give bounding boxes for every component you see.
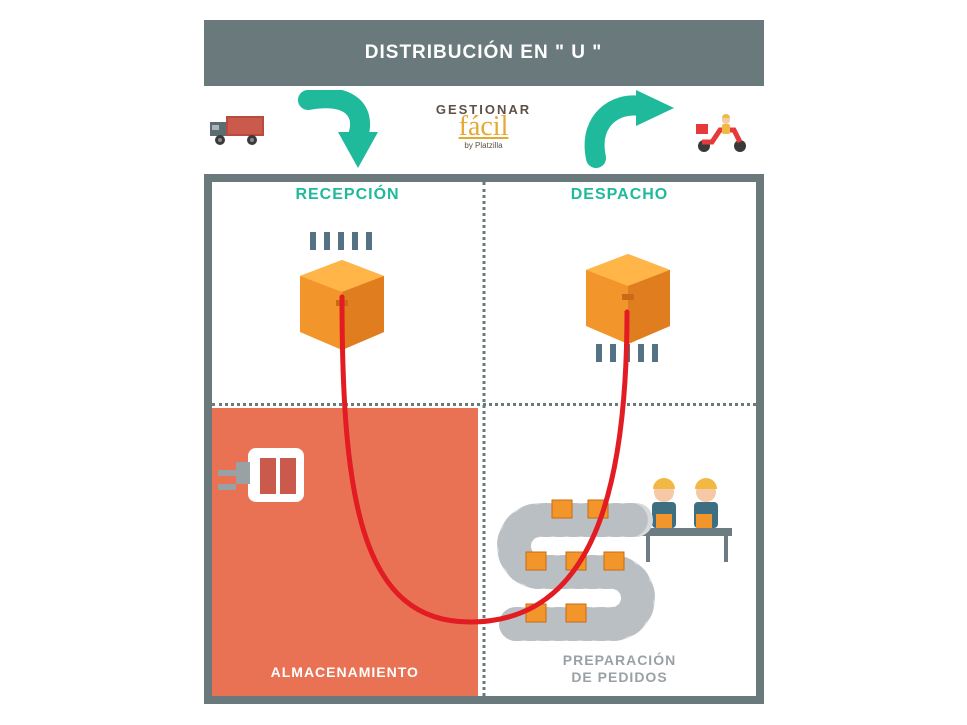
- almacenamiento-label: ALMACENAMIENTO: [212, 664, 479, 680]
- brand-sub: by Platzilla: [409, 141, 559, 150]
- distribution-u-diagram: DISTRIBUCIÓN EN " U " GESTIONAR fácil by…: [204, 20, 764, 700]
- title-text: DISTRIBUCIÓN EN " U ": [365, 42, 602, 63]
- truck-icon: [208, 114, 270, 148]
- recepcion-label: RECEPCIÓN: [212, 186, 484, 204]
- title-bar: DISTRIBUCIÓN EN " U ": [204, 20, 764, 86]
- logo-strip: GESTIONAR fácil by Platzilla: [204, 86, 764, 174]
- forklift-icon: [218, 438, 318, 518]
- box-in-icon: [288, 232, 398, 362]
- arrow-out-icon: [582, 90, 676, 168]
- despacho-label: DESPACHO: [484, 186, 756, 204]
- brand-line2: fácil: [409, 111, 559, 143]
- brand-logo: GESTIONAR fácil by Platzilla: [409, 102, 559, 150]
- preparacion-cell: PREPARACIÓN DE PEDIDOS: [484, 652, 756, 686]
- despacho-cell: DESPACHO: [484, 186, 756, 204]
- grid-frame: RECEPCIÓN DESPACHO: [204, 174, 764, 704]
- recepcion-cell: RECEPCIÓN: [212, 186, 484, 204]
- scooter-icon: [694, 112, 752, 154]
- preparacion-label: PREPARACIÓN DE PEDIDOS: [484, 652, 756, 686]
- conveyor-icon: [496, 468, 746, 648]
- almacenamiento-cell: ALMACENAMIENTO: [212, 664, 479, 680]
- box-out-icon: [574, 240, 684, 370]
- divider-horizontal: [212, 403, 756, 406]
- arrow-in-icon: [296, 90, 386, 176]
- divider-vertical: [482, 182, 485, 696]
